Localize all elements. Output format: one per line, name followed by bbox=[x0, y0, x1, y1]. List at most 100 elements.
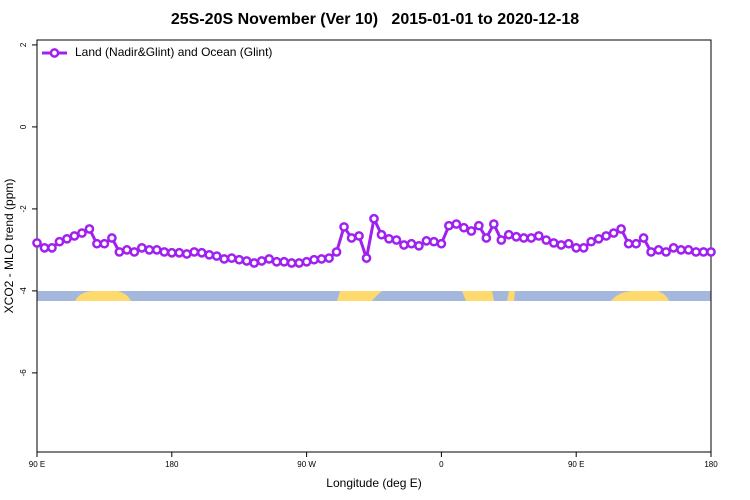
point bbox=[189, 247, 200, 257]
point bbox=[166, 247, 177, 258]
point bbox=[481, 233, 492, 243]
point bbox=[676, 245, 686, 255]
point bbox=[414, 240, 424, 251]
point bbox=[69, 231, 80, 241]
land-patch bbox=[75, 291, 131, 301]
point bbox=[271, 256, 282, 267]
point bbox=[451, 219, 462, 229]
point bbox=[601, 231, 612, 241]
point bbox=[361, 253, 372, 263]
legend-label: Land (Nadir&Glint) and Ocean (Glint) bbox=[75, 45, 272, 59]
point bbox=[376, 229, 387, 240]
point bbox=[533, 231, 544, 241]
point bbox=[391, 235, 402, 245]
land-patch bbox=[611, 291, 669, 301]
point bbox=[488, 219, 499, 229]
y-tick-label: -2 bbox=[19, 205, 28, 213]
y-tick-label: 2 bbox=[19, 42, 28, 47]
point bbox=[129, 247, 140, 257]
point bbox=[638, 233, 649, 243]
point bbox=[107, 233, 117, 243]
point bbox=[354, 231, 364, 241]
point bbox=[706, 247, 716, 257]
point bbox=[151, 245, 162, 255]
point bbox=[62, 233, 72, 244]
x-axis-label: Longitude (deg E) bbox=[326, 476, 421, 490]
point bbox=[92, 238, 102, 249]
point bbox=[286, 258, 297, 268]
point bbox=[436, 238, 447, 249]
point bbox=[309, 254, 319, 265]
point bbox=[316, 254, 327, 264]
point bbox=[181, 249, 192, 259]
x-tick-label: 90 E bbox=[568, 460, 584, 469]
x-tick-label: 180 bbox=[165, 460, 179, 469]
point bbox=[503, 229, 514, 240]
series-line bbox=[36, 213, 711, 265]
point bbox=[99, 238, 110, 249]
point bbox=[593, 233, 604, 244]
point bbox=[526, 233, 537, 243]
point bbox=[698, 247, 709, 257]
point bbox=[466, 226, 477, 236]
point bbox=[294, 258, 304, 268]
chart-title: 25S-20S November (Ver 10) 2015-01-01 to … bbox=[171, 11, 579, 28]
point bbox=[211, 251, 222, 261]
point bbox=[39, 242, 50, 253]
point bbox=[571, 242, 582, 253]
point bbox=[249, 258, 260, 268]
point bbox=[144, 245, 155, 255]
y-tick-label: 0 bbox=[19, 124, 28, 129]
point bbox=[196, 247, 207, 258]
point bbox=[661, 247, 671, 257]
point bbox=[616, 224, 626, 234]
point bbox=[77, 228, 87, 238]
point bbox=[159, 247, 170, 257]
point bbox=[429, 236, 439, 247]
x-tick-label: 90 W bbox=[297, 460, 316, 469]
point bbox=[511, 231, 522, 242]
point bbox=[399, 240, 409, 250]
land-patch bbox=[507, 291, 515, 301]
point bbox=[234, 254, 245, 265]
point bbox=[331, 247, 342, 257]
y-tick-label: -6 bbox=[19, 369, 28, 377]
point bbox=[556, 240, 567, 250]
point bbox=[406, 238, 417, 249]
x-tick-label: 180 bbox=[704, 460, 718, 469]
point bbox=[623, 238, 634, 249]
point bbox=[114, 247, 125, 257]
point bbox=[691, 247, 701, 257]
point bbox=[496, 235, 507, 245]
point bbox=[32, 238, 42, 248]
point bbox=[54, 236, 65, 247]
point bbox=[578, 242, 589, 253]
point bbox=[204, 249, 215, 260]
point bbox=[279, 256, 289, 267]
point bbox=[346, 233, 357, 243]
point bbox=[256, 256, 267, 266]
y-tick-label: -4 bbox=[19, 287, 28, 295]
x-tick-label: 0 bbox=[439, 460, 444, 469]
point bbox=[241, 256, 252, 266]
point bbox=[324, 253, 334, 263]
point bbox=[339, 222, 349, 232]
point bbox=[219, 254, 230, 264]
point bbox=[369, 213, 379, 224]
point bbox=[668, 242, 679, 253]
point bbox=[421, 236, 432, 246]
point bbox=[301, 256, 312, 267]
point bbox=[459, 222, 469, 233]
land-mask bbox=[37, 291, 711, 301]
point bbox=[47, 242, 57, 253]
point bbox=[473, 220, 484, 231]
point bbox=[264, 254, 275, 264]
land-patch bbox=[462, 291, 494, 301]
y-axis-label: XCO2 - MLO trend (ppm) bbox=[2, 179, 16, 314]
point bbox=[653, 245, 664, 255]
point bbox=[646, 247, 656, 257]
x-tick-label: 90 E bbox=[29, 460, 45, 469]
legend-marker bbox=[49, 48, 60, 58]
point bbox=[563, 238, 574, 249]
point bbox=[608, 228, 619, 238]
